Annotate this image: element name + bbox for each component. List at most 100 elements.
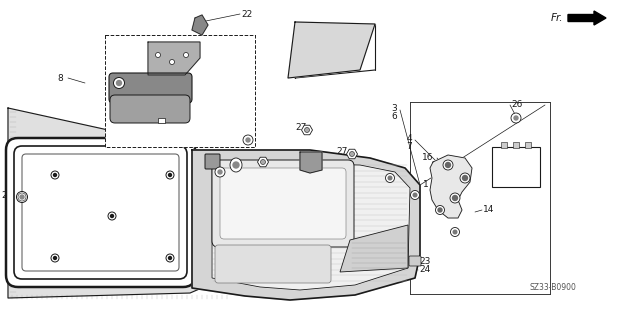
Circle shape [463,175,468,180]
Circle shape [111,214,113,218]
FancyBboxPatch shape [220,168,346,239]
Circle shape [246,138,250,142]
Polygon shape [430,155,472,218]
Text: 20: 20 [191,164,202,173]
Circle shape [451,228,459,236]
FancyBboxPatch shape [6,138,195,287]
Circle shape [304,127,309,132]
Text: 8: 8 [57,74,63,83]
Circle shape [453,196,458,201]
Text: 13: 13 [351,60,362,69]
Circle shape [450,193,460,203]
Text: 21: 21 [193,153,204,162]
Bar [501,142,507,148]
Circle shape [453,230,457,234]
Circle shape [349,151,354,156]
Text: 10: 10 [197,68,208,76]
Text: 27: 27 [295,123,307,132]
Text: 14: 14 [121,77,132,86]
Text: 11: 11 [197,84,208,92]
Text: 6: 6 [391,111,397,121]
Circle shape [514,116,518,120]
Circle shape [116,81,121,85]
FancyBboxPatch shape [110,95,190,123]
Text: 5: 5 [353,198,359,207]
Circle shape [411,190,419,199]
Polygon shape [192,150,420,300]
Circle shape [170,60,175,65]
Text: 15: 15 [232,132,244,141]
Polygon shape [288,22,375,78]
Text: 27: 27 [337,147,348,156]
Text: 26: 26 [511,100,522,108]
Circle shape [53,257,56,260]
Polygon shape [302,125,312,135]
Circle shape [446,163,451,167]
Circle shape [436,205,444,214]
Text: 22: 22 [241,10,252,19]
Text: 16: 16 [421,153,433,162]
Circle shape [53,173,56,177]
Circle shape [155,52,160,58]
Circle shape [386,173,394,182]
Polygon shape [8,108,232,298]
Text: 19: 19 [210,154,222,163]
Circle shape [20,195,24,199]
Text: 3: 3 [391,103,397,113]
FancyBboxPatch shape [109,73,192,103]
Text: 7: 7 [406,141,412,150]
Polygon shape [148,42,200,75]
Text: 25: 25 [2,190,13,199]
Circle shape [168,173,172,177]
Circle shape [166,254,174,262]
Bar [105,35,255,147]
Bar [513,142,519,148]
Circle shape [218,170,222,174]
Text: 27: 27 [249,155,260,164]
Bar [492,147,540,187]
Text: SZ33-B0900: SZ33-B0900 [530,284,577,292]
FancyBboxPatch shape [212,160,354,247]
Circle shape [51,254,59,262]
Circle shape [388,176,392,180]
Circle shape [233,162,239,168]
Circle shape [243,135,253,145]
Text: 4: 4 [406,133,412,142]
Circle shape [16,191,28,203]
Text: 18: 18 [111,244,122,252]
Polygon shape [212,162,410,290]
Text: 24: 24 [419,265,430,274]
Text: 14: 14 [483,204,495,213]
Circle shape [18,193,26,201]
Polygon shape [300,152,322,173]
Text: Fr.: Fr. [550,13,563,23]
Polygon shape [192,15,208,35]
FancyBboxPatch shape [14,146,187,279]
Circle shape [438,208,442,212]
FancyBboxPatch shape [215,245,331,283]
Circle shape [113,77,125,89]
Circle shape [460,173,470,183]
Bar [525,142,531,148]
Text: 17: 17 [503,153,515,162]
FancyBboxPatch shape [205,154,220,169]
Circle shape [413,193,417,197]
Circle shape [183,52,188,58]
FancyArrow shape [568,11,606,25]
Circle shape [511,113,521,123]
Circle shape [168,257,172,260]
Circle shape [108,212,116,220]
Circle shape [51,171,59,179]
Polygon shape [340,225,408,272]
Text: 23: 23 [419,257,430,266]
Circle shape [215,167,225,177]
Polygon shape [257,157,269,167]
Bar [158,118,165,123]
Text: 2: 2 [296,153,302,162]
Circle shape [166,171,174,179]
Text: 12: 12 [168,113,180,122]
Ellipse shape [230,158,242,172]
Text: 9: 9 [115,92,120,101]
Text: 1: 1 [423,180,429,188]
FancyBboxPatch shape [22,154,179,271]
